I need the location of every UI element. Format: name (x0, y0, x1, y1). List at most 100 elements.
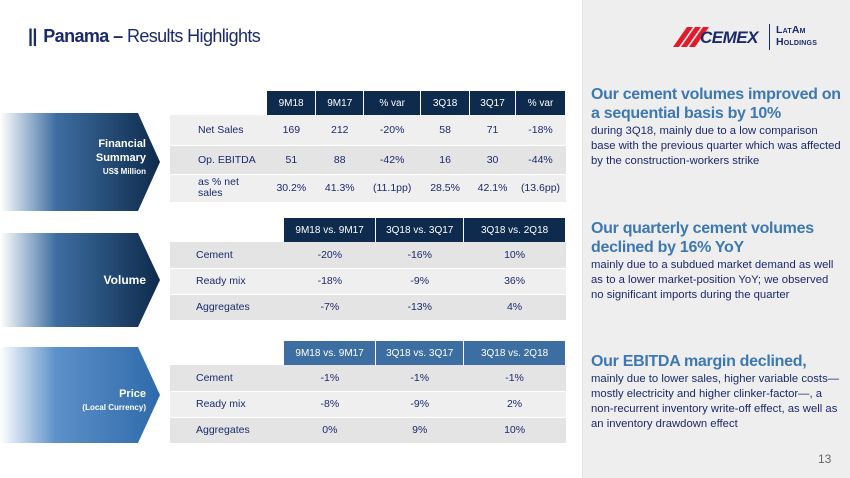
cell: 58 (420, 115, 470, 146)
highlight-body: mainly due to a subdued market demand as… (591, 259, 834, 301)
cell: 28.5% (420, 174, 470, 203)
row-label: Cement (170, 365, 284, 392)
price-label: Price (Local Currency) (0, 347, 160, 443)
header-cell: 9M18 vs. 9M17 (283, 341, 377, 365)
row-label: Aggregates (170, 417, 284, 444)
financial-header-row: 9M18 9M17 % var 3Q18 3Q17 % var (170, 91, 566, 115)
logo-separator (769, 24, 770, 50)
title-bars: || (28, 26, 37, 46)
row-label: Ready mix (170, 268, 284, 295)
table-row: Cement -1% -1% -1% (170, 365, 566, 392)
cell: -16% (375, 242, 464, 269)
header-cell: 9M18 vs. 9M17 (283, 218, 377, 242)
header-cell: 3Q17 (469, 91, 516, 115)
price-label-text: Price (119, 388, 146, 400)
label-arrow-shape (0, 233, 160, 327)
financial-label-line2: Summary (95, 152, 146, 164)
label-arrow-shape (0, 347, 160, 443)
highlight-heading: Our cement volumes improved on a sequent… (591, 86, 841, 122)
header-cell: 3Q18 vs. 2Q18 (463, 341, 566, 365)
header-cell: 3Q18 vs. 3Q17 (375, 341, 465, 365)
financial-label-line1: Financial (98, 138, 146, 150)
highlight-block: Our EBITDA margin declined, mainly due t… (591, 352, 841, 432)
cell: 9% (375, 417, 464, 444)
row-label: as % net sales (170, 174, 267, 203)
cell: 0% (283, 417, 376, 444)
cell: 88 (315, 145, 364, 175)
cell: -8% (283, 391, 376, 418)
price-table: 9M18 vs. 9M17 3Q18 vs. 3Q17 3Q18 vs. 2Q1… (170, 341, 566, 444)
row-label-line1: as % net (198, 176, 239, 188)
row-label: Op. EBITDA (170, 145, 267, 175)
volume-table: 9M18 vs. 9M17 3Q18 vs. 3Q17 3Q18 vs. 2Q1… (170, 218, 566, 321)
highlight-body: during 3Q18, mainly due to a low compari… (591, 125, 841, 167)
header-cell: 3Q18 vs. 3Q17 (375, 218, 465, 242)
cell: 169 (266, 115, 316, 146)
cell: -7% (283, 294, 376, 321)
row-label: Ready mix (170, 391, 284, 418)
page-number: 13 (818, 452, 832, 466)
row-label-line2: sales (198, 187, 223, 199)
cell: 42.1% (469, 174, 516, 203)
header-cell: 9M18 (266, 91, 317, 115)
table-row: Ready mix -8% -9% 2% (170, 391, 566, 418)
highlight-body: mainly due to lower sales, higher variab… (591, 373, 840, 430)
cell: -1% (283, 365, 376, 392)
financial-label-sub: US$ Million (102, 167, 146, 176)
cell: -18% (283, 268, 376, 295)
table-row: Aggregates 0% 9% 10% (170, 417, 566, 444)
logo-sub-line2: Holdings (776, 36, 818, 48)
header-cell: 3Q18 (420, 91, 471, 115)
cell: (13.6pp) (515, 174, 566, 203)
cell: -13% (375, 294, 464, 321)
right-panel (583, 0, 850, 478)
cell: 16 (420, 145, 470, 175)
table-row: Aggregates -7% -13% 4% (170, 294, 566, 321)
header-blank (170, 341, 284, 365)
cell: 30.2% (266, 174, 316, 203)
cell: -20% (283, 242, 376, 269)
table-row: Op. EBITDA 51 88 -42% 16 30 -44% (170, 145, 566, 175)
volume-label-text: Volume (103, 273, 146, 287)
price-label-sub: (Local Currency) (82, 403, 146, 412)
cell: 2% (463, 391, 566, 418)
label-arrow-shape (0, 113, 160, 211)
logo-sub-line1: LatAm (776, 24, 806, 36)
cell: 41.3% (315, 174, 364, 203)
header-cell: 9M17 (315, 91, 365, 115)
cell: -42% (363, 145, 421, 175)
slide-title: || Panama – Results Highlights (28, 26, 261, 47)
logo-subtitle: LatAm Holdings (776, 24, 817, 48)
panel-divider (582, 0, 583, 478)
cemex-latam-logo: CEMEX LatAm Holdings (672, 20, 836, 54)
title-rest: Results Highlights (126, 26, 261, 46)
cell: 71 (469, 115, 516, 146)
logo-stripes-icon (672, 27, 710, 47)
volume-label: Volume (0, 233, 160, 327)
volume-header-row: 9M18 vs. 9M17 3Q18 vs. 3Q17 3Q18 vs. 2Q1… (170, 218, 566, 242)
row-label: Aggregates (170, 294, 284, 321)
header-cell: 3Q18 vs. 2Q18 (463, 218, 566, 242)
highlight-block: Our cement volumes improved on a sequent… (591, 85, 841, 169)
cell: 10% (463, 242, 566, 269)
cell: -9% (375, 268, 464, 295)
title-bold: Panama – (43, 26, 123, 46)
highlight-heading: Our quarterly cement volumes declined by… (591, 220, 814, 256)
cell: -1% (375, 365, 464, 392)
logo-brand: CEMEX (700, 28, 758, 47)
table-row: as % net sales 30.2% 41.3% (11.1pp) 28.5… (170, 174, 566, 203)
highlight-block: Our quarterly cement volumes declined by… (591, 219, 841, 303)
cell: 30 (469, 145, 516, 175)
header-cell: % var (363, 91, 422, 115)
header-blank (170, 91, 267, 115)
cell: -20% (363, 115, 421, 146)
cell: (11.1pp) (363, 174, 421, 203)
cell: 36% (463, 268, 566, 295)
cell: -44% (515, 145, 566, 175)
cell: -18% (515, 115, 566, 146)
table-row: Net Sales 169 212 -20% 58 71 -18% (170, 115, 566, 146)
row-label: Cement (170, 242, 284, 269)
cell: -1% (463, 365, 566, 392)
cell: 10% (463, 417, 566, 444)
financial-summary-label: Financial Summary US$ Million (0, 113, 160, 211)
